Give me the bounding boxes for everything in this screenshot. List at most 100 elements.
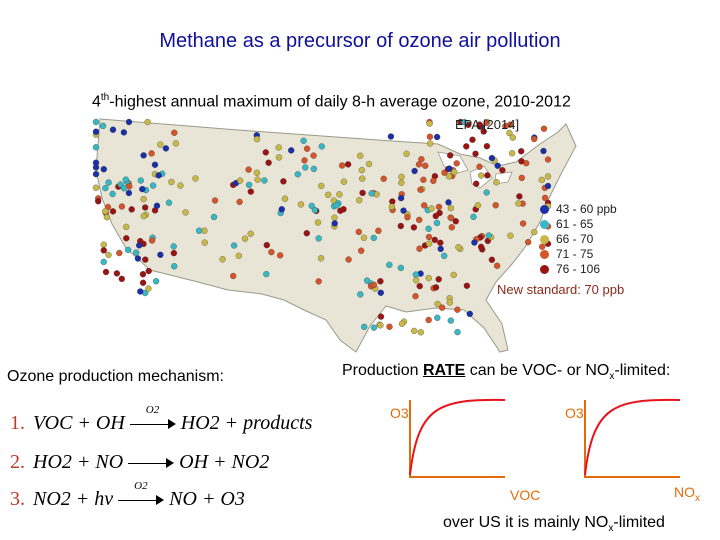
- monitor-site-dot: [95, 198, 102, 205]
- monitor-site-dot: [454, 306, 461, 313]
- monitor-site-dot: [310, 165, 318, 173]
- legend-item-5: 76 - 106: [540, 262, 600, 276]
- monitor-site-dot: [333, 202, 340, 209]
- monitor-site-dot: [430, 177, 437, 185]
- monitor-site-dot: [142, 256, 149, 263]
- monitor-site-dot: [301, 157, 308, 164]
- monitor-site-dot: [297, 201, 305, 208]
- monitor-site-dot: [241, 235, 249, 242]
- monitor-site-dot: [432, 212, 439, 220]
- monitor-site-dot: [219, 256, 226, 263]
- monitor-site-dot: [360, 234, 368, 241]
- monitor-site-dot: [318, 143, 325, 150]
- equation-3: 3. NO2 + hν O2 NO + O3: [10, 480, 245, 511]
- monitor-site-dot: [139, 185, 146, 193]
- monitor-site-dot: [302, 164, 309, 171]
- monitor-site-dot: [356, 197, 363, 204]
- monitor-site-dot: [148, 237, 156, 244]
- monitor-site-dot: [397, 222, 404, 230]
- monitor-site-dot: [140, 212, 147, 220]
- monitor-site-dot: [92, 164, 100, 171]
- monitor-site-dot: [102, 208, 109, 215]
- monitor-site-dot: [263, 241, 270, 249]
- footer-sub: x: [608, 523, 614, 535]
- monitor-site-dot: [165, 199, 173, 206]
- o3-axis-label-2: O3: [565, 405, 584, 421]
- monitor-site-dot: [288, 147, 295, 154]
- monitor-site-dot: [370, 324, 378, 331]
- monitor-site-dot: [126, 183, 133, 190]
- monitor-site-dot: [124, 246, 132, 254]
- monitor-site-dot: [99, 122, 107, 130]
- monitor-site-dot: [149, 182, 157, 189]
- monitor-site-dot: [265, 159, 272, 166]
- monitor-site-dot: [103, 214, 111, 221]
- monitor-site-dot: [411, 167, 418, 175]
- monitor-site-dot: [142, 204, 149, 211]
- monitor-site-dot: [426, 133, 434, 140]
- monitor-site-dot: [177, 182, 184, 189]
- monitor-site-dot: [433, 133, 441, 141]
- monitor-site-dot: [109, 190, 116, 198]
- monitor-site-dot: [448, 224, 455, 231]
- monitor-site-dot: [100, 166, 107, 173]
- rate-label-mid: can be VOC- or NO: [465, 362, 610, 379]
- monitor-site-dot: [397, 194, 405, 202]
- monitor-site-dot: [261, 177, 268, 184]
- monitor-site-dot: [453, 160, 460, 167]
- monitor-site-dot: [416, 216, 423, 224]
- monitor-site-dot: [311, 207, 319, 214]
- monitor-site-dot: [254, 176, 261, 183]
- monitor-site-dot: [363, 277, 371, 284]
- monitor-site-dot: [425, 225, 432, 232]
- monitor-site-dot: [171, 263, 178, 270]
- monitor-site-dot: [247, 188, 254, 195]
- monitor-site-dot: [445, 173, 453, 180]
- rate-label-suffix: -limited:: [614, 362, 671, 379]
- monitor-site-dot: [470, 213, 477, 221]
- nox-axis-main: NO: [674, 484, 695, 500]
- monitor-site-dot: [531, 228, 538, 236]
- monitor-site-dot: [415, 161, 423, 168]
- subtitle-prefix: 4: [92, 93, 101, 111]
- monitor-site-dot: [463, 282, 471, 289]
- monitor-site-dot: [471, 239, 478, 246]
- monitor-site-dot: [315, 235, 322, 242]
- footer-suffix: -limited: [613, 514, 665, 531]
- monitor-site-dot: [236, 198, 243, 206]
- monitor-site-dot: [404, 214, 411, 221]
- monitor-site-dot: [483, 143, 491, 150]
- monitor-site-dot: [417, 329, 424, 336]
- monitor-site-dot: [102, 268, 110, 276]
- monitor-site-dot: [140, 195, 147, 203]
- monitor-site-dot: [310, 152, 317, 159]
- monitor-site-dot: [118, 203, 126, 210]
- monitor-site-dot: [388, 203, 396, 210]
- monitor-site-dot: [182, 209, 189, 216]
- monitor-site-dot: [315, 278, 322, 285]
- monitor-site-dot: [472, 150, 479, 157]
- monitor-site-dot: [171, 129, 178, 136]
- monitor-site-dot: [541, 194, 549, 202]
- monitor-site-dot: [420, 176, 427, 183]
- monitor-site-dot: [508, 150, 516, 157]
- monitor-site-dot: [359, 175, 366, 182]
- rate-label-sub: x: [609, 371, 615, 383]
- monitor-site-dot: [492, 202, 499, 209]
- monitor-site-dot: [386, 261, 393, 269]
- monitor-site-dot: [502, 122, 509, 130]
- monitor-site-dot: [544, 156, 552, 163]
- map-source: EPA [2014]: [455, 117, 520, 132]
- map-subtitle: 4th-highest annual maximum of daily 8-h …: [92, 92, 571, 111]
- monitor-site-dot: [375, 227, 382, 234]
- monitor-site-dot: [253, 135, 261, 143]
- monitor-site-dot: [461, 118, 468, 126]
- eq2-rhs: OH + NO2: [179, 451, 270, 473]
- monitor-site-dot: [386, 323, 393, 330]
- monitor-site-dot: [507, 232, 514, 239]
- nox-axis-label: NOx: [674, 484, 700, 504]
- monitor-site-dot: [120, 129, 128, 136]
- monitor-site-dot: [125, 118, 133, 126]
- monitor-site-dot: [230, 242, 238, 249]
- monitor-site-dot: [518, 148, 525, 155]
